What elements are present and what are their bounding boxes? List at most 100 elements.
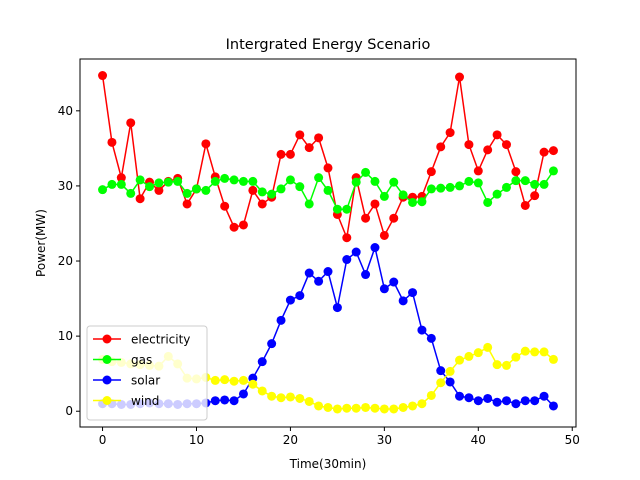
data-point [314,173,324,183]
data-point [408,197,418,207]
data-point [351,403,361,413]
data-point [530,191,540,201]
data-point [370,176,380,186]
data-point [342,403,352,413]
y-tick-label: 40 [58,104,73,118]
data-point [417,399,427,409]
data-point [530,179,540,189]
data-point [163,177,173,187]
data-point [304,143,314,153]
data-point [285,175,295,185]
data-point [210,176,220,186]
data-point [455,391,465,401]
legend-marker [102,355,112,364]
data-point [332,303,342,313]
data-point [304,396,314,406]
y-tick-label: 20 [58,254,73,268]
y-tick-label: 30 [58,179,73,193]
data-point [520,200,530,210]
data-point [145,182,155,192]
data-point [483,393,493,403]
data-point [492,397,502,407]
data-point [173,176,183,186]
data-point [389,213,399,223]
data-point [238,375,248,385]
data-point [511,167,521,177]
legend-label: electricity [131,333,190,347]
chart-title: Intergrated Energy Scenario [226,37,431,53]
data-point [417,325,427,335]
axes-frame [79,58,577,428]
data-point [295,291,305,301]
data-point [445,182,455,192]
data-point [276,149,286,159]
x-tick-label: 50 [565,433,580,447]
x-tick-label: 20 [283,433,298,447]
data-point [126,188,136,198]
data-point [238,176,248,186]
data-point [201,185,211,195]
legend-box [86,325,208,421]
data-point [530,396,540,406]
y-tick-label: 0 [65,404,73,418]
data-point [332,404,342,414]
data-point [445,377,455,387]
data-point [501,182,511,192]
data-point [473,348,483,358]
data-point [257,357,267,367]
data-point [483,197,493,207]
data-point [285,149,295,159]
data-point [455,355,465,365]
data-point [229,175,239,185]
data-point [370,403,380,413]
data-point [473,166,483,176]
x-tick-label: 10 [189,433,204,447]
data-point [276,184,286,194]
data-point [257,199,267,209]
data-point [511,399,521,409]
data-point [248,379,258,389]
data-point [361,402,371,412]
data-point [323,163,333,173]
data-point [229,222,239,232]
data-point [417,197,427,207]
data-point [201,139,211,149]
data-point [379,404,389,414]
data-point [98,185,108,195]
data-point [314,401,324,411]
x-tick-label: 40 [471,433,486,447]
data-point [182,188,192,198]
data-point [257,386,267,396]
data-point [464,351,474,361]
data-point [501,140,511,150]
y-axis-label: Power(MW) [34,209,48,277]
data-point [295,393,305,403]
legend-label: solar [131,374,160,388]
data-point [351,247,361,257]
data-point [220,375,230,385]
legend-marker [102,334,112,344]
data-point [210,396,220,406]
data-point [455,181,465,191]
data-point [379,230,389,240]
data-point [520,176,530,186]
data-point [483,145,493,155]
data-point [135,194,145,204]
data-point [436,366,446,376]
data-point [389,177,399,187]
data-point [285,392,295,402]
data-point [210,375,220,385]
data-point [473,178,483,188]
data-point [445,366,455,376]
data-point [520,346,530,356]
data-point [370,243,380,253]
data-point [98,71,108,81]
data-point [426,184,436,194]
data-point [408,288,418,298]
data-point [107,137,117,147]
data-point [370,199,380,209]
data-point [154,178,164,188]
data-point [295,182,305,192]
data-point [351,177,361,187]
